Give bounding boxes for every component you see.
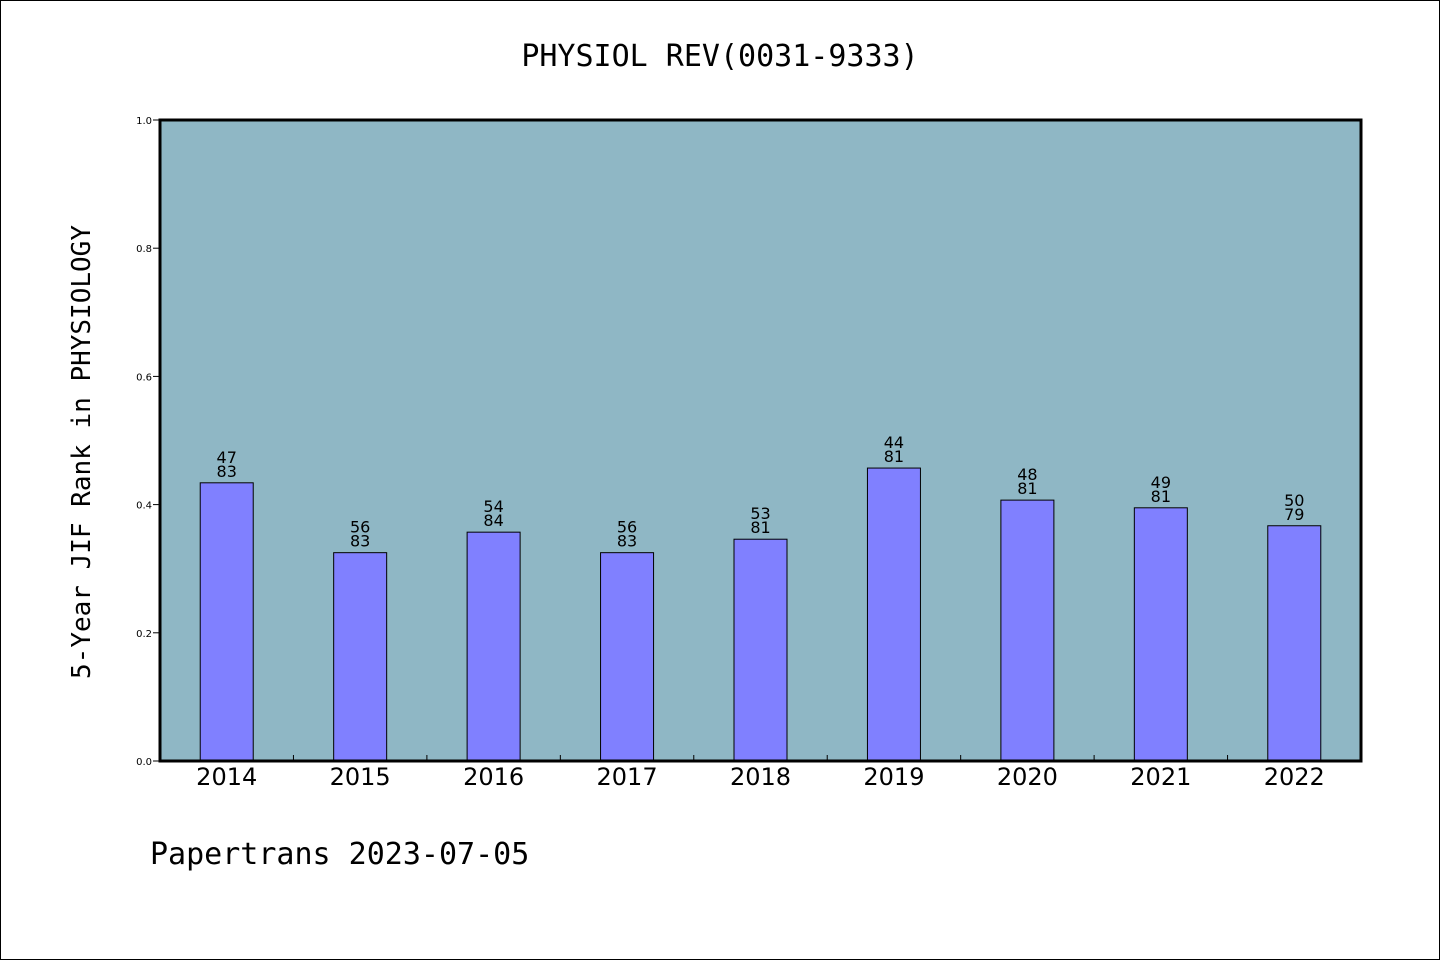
bar-2016 [466, 531, 521, 762]
plot-border [158, 118, 1363, 763]
y-tick-label: 0.4 [136, 501, 152, 512]
bar-rank-label: 56 [617, 518, 637, 537]
x-tick-label: 2020 [997, 763, 1058, 791]
x-tick-label: 2015 [330, 763, 391, 791]
chart-title: PHYSIOL REV(0031-9333) [521, 39, 918, 74]
footer-watermark: Papertrans 2023-07-05 [150, 837, 529, 872]
x-tick-label: 2018 [730, 763, 791, 791]
bar-total-label: 83 [217, 462, 237, 481]
bar-2017 [600, 552, 655, 762]
bar-rank-label: 47 [217, 448, 237, 467]
bar-rank-label: 49 [1151, 473, 1171, 492]
bar-rank-label: 54 [483, 497, 503, 516]
x-tick-label: 2019 [863, 763, 924, 791]
bar-total-label: 81 [750, 518, 770, 537]
bar-2020 [1000, 499, 1055, 762]
bar-2015 [333, 552, 388, 762]
y-tick-label: 0.8 [136, 244, 152, 255]
bar-total-label: 83 [617, 532, 637, 551]
y-axis: 0.0 0.2 0.4 0.6 0.8 1.0 [136, 116, 160, 768]
bar-2021 [1133, 507, 1188, 762]
bar-total-label: 79 [1284, 505, 1304, 524]
x-tick-label: 2021 [1130, 763, 1191, 791]
bar-total-label: 83 [350, 532, 370, 551]
y-axis-label: 5-Year JIF Rank in PHYSIOLOGY [67, 225, 97, 679]
y-tick-label: 0.2 [136, 629, 152, 640]
x-tick-label: 2016 [463, 763, 524, 791]
bar-2022 [1267, 525, 1322, 762]
bar-total-label: 81 [1151, 487, 1171, 506]
bar-rank-label: 56 [350, 518, 370, 537]
bar-total-label: 81 [1017, 479, 1037, 498]
bar-rank-label: 53 [750, 504, 770, 523]
y-tick-label: 1.0 [136, 116, 152, 127]
bar-2018 [733, 538, 788, 762]
bar-total-label: 81 [884, 447, 904, 466]
x-tick-label: 2014 [196, 763, 257, 791]
bar-rank-label: 44 [884, 433, 904, 452]
x-tick-label: 2017 [597, 763, 658, 791]
x-axis: 2014 2015 2016 2017 2018 2019 2020 2021 2022 [196, 755, 1325, 791]
y-tick-label: 0.6 [136, 372, 152, 383]
y-tick-label: 0.0 [136, 757, 152, 768]
bar-rank-label: 48 [1017, 465, 1037, 484]
x-tick-label: 2022 [1264, 763, 1325, 791]
bar-total-label: 84 [483, 511, 503, 530]
bars-layer [199, 467, 1322, 762]
bar-2019 [866, 467, 921, 762]
bar-rank-label: 50 [1284, 491, 1304, 510]
bar-2014 [199, 482, 254, 762]
